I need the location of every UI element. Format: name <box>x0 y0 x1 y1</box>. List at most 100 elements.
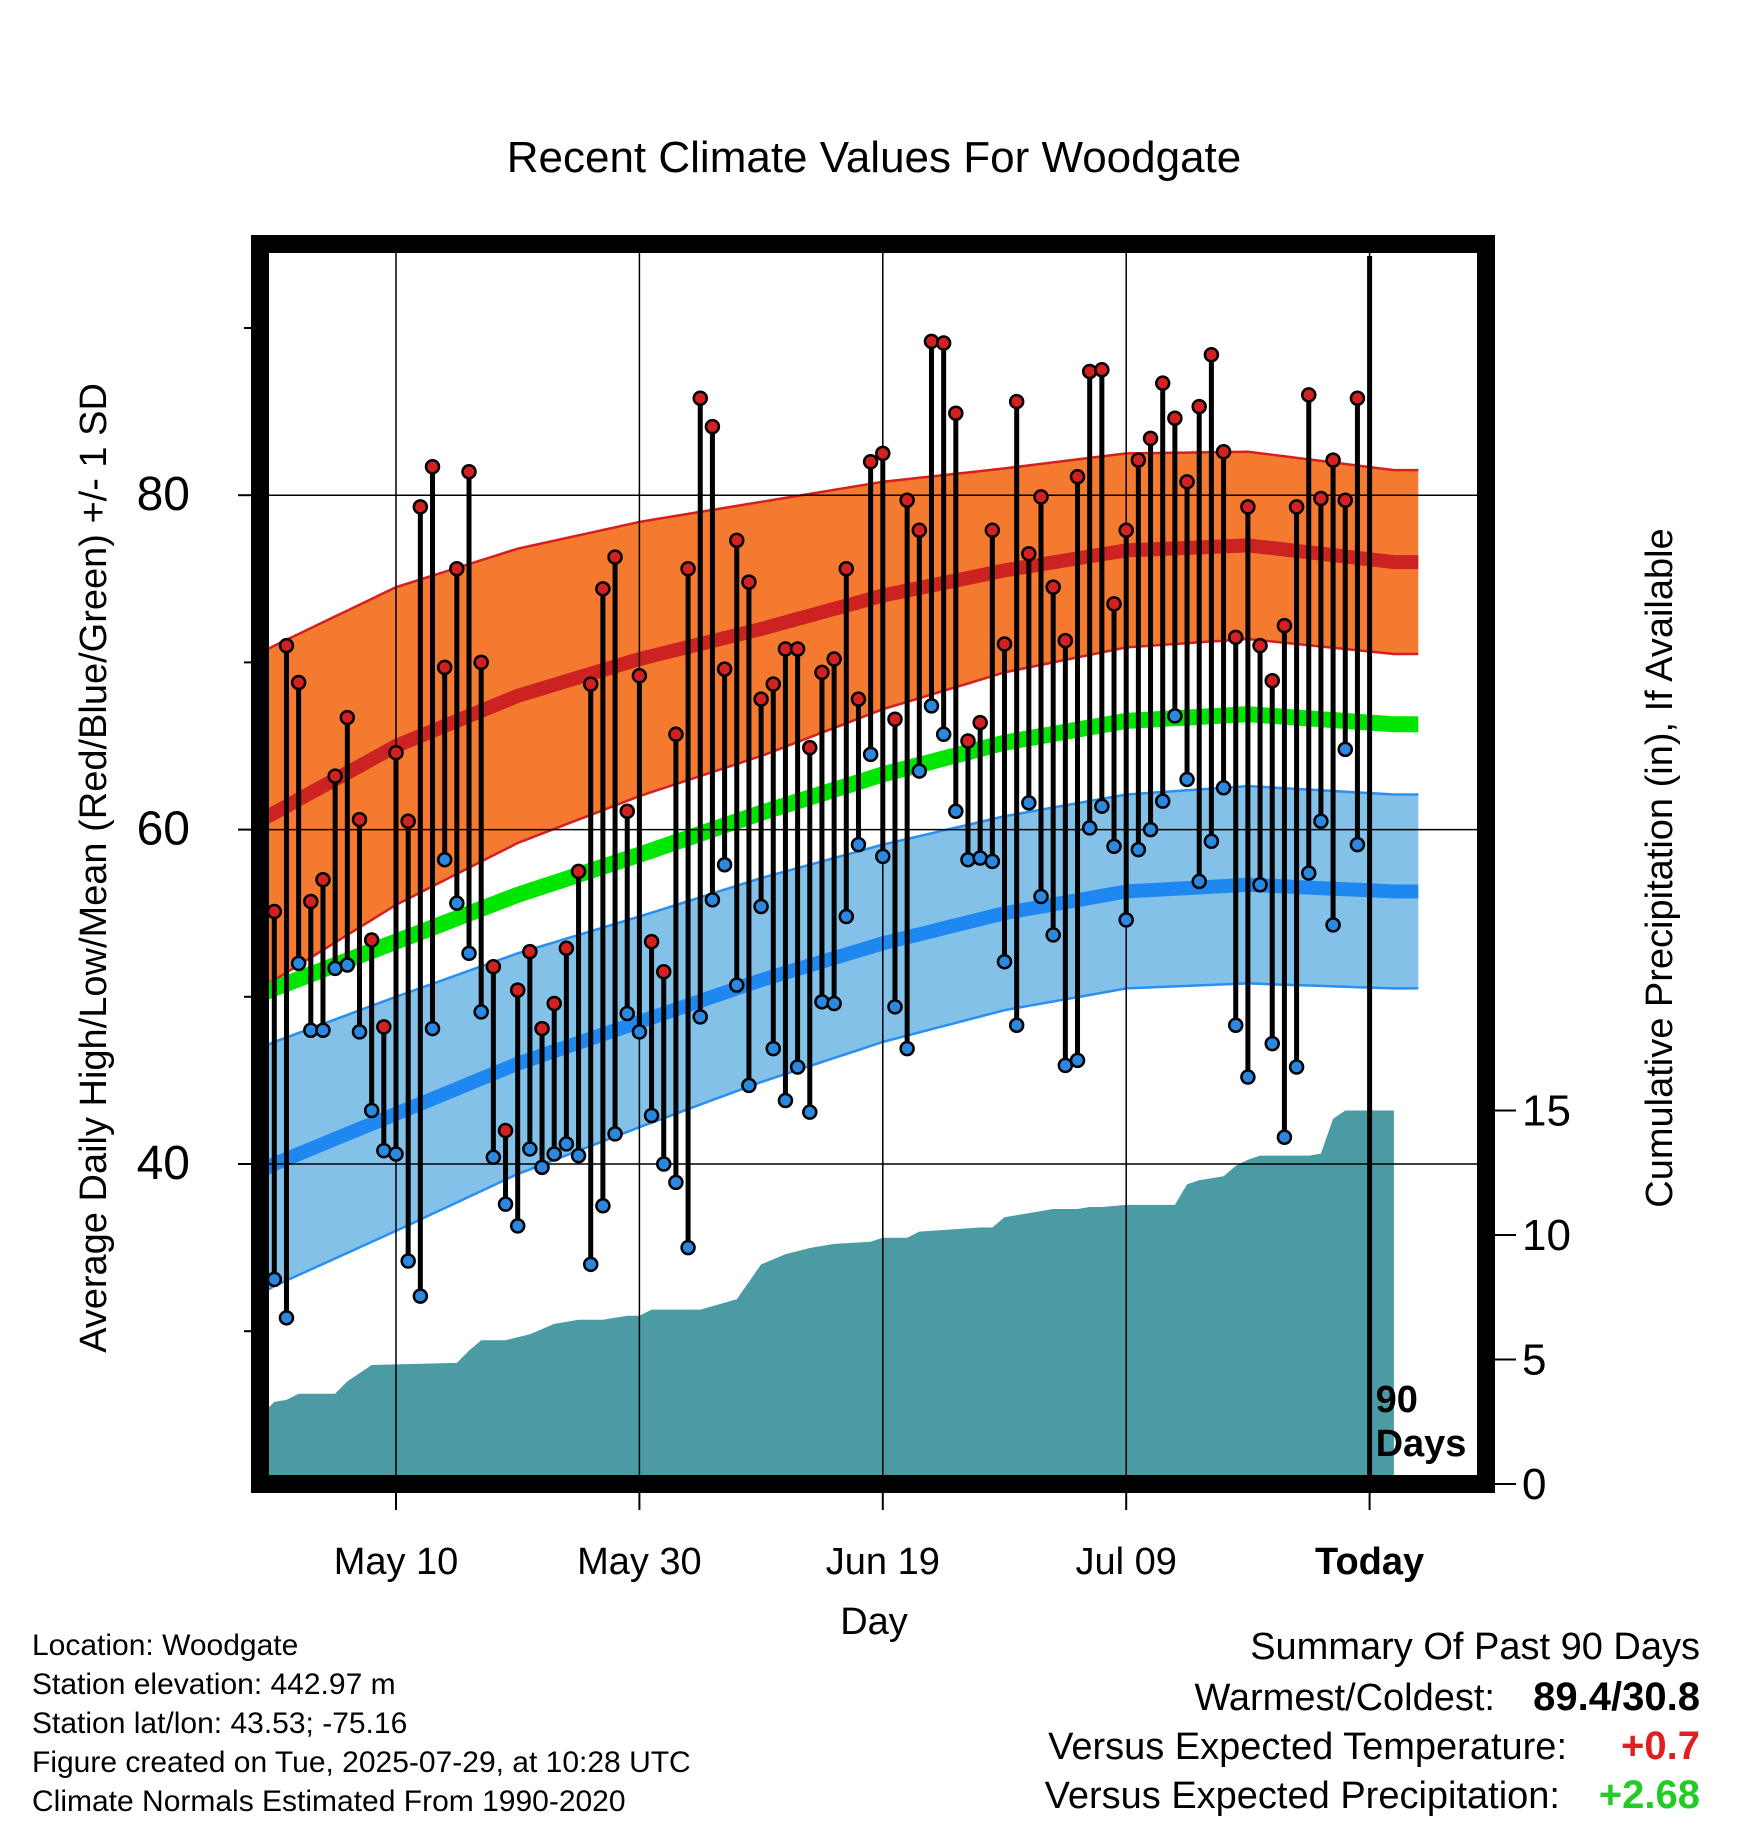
daily-high-point <box>1033 489 1049 505</box>
created-text: Figure created on Tue, 2025-07-29, at 10… <box>32 1746 691 1779</box>
daily-low-point <box>1337 741 1354 758</box>
x-tick-label: Jun 19 <box>826 1541 940 1583</box>
daily-high-point <box>1276 617 1293 634</box>
daily-high-point <box>522 943 538 960</box>
daily-high-point <box>449 561 465 577</box>
daily-low-point <box>911 763 928 779</box>
daily-low-point <box>1179 771 1195 788</box>
daily-low-point <box>765 1040 782 1057</box>
daily-low-point <box>339 957 356 973</box>
summary-title: Summary Of Past 90 Days <box>1250 1626 1700 1668</box>
daily-high-point <box>1118 522 1134 539</box>
daily-high-point <box>1045 579 1061 595</box>
daily-high-point <box>266 903 283 920</box>
daily-high-point <box>1264 673 1280 689</box>
x-tick-label: Jul 09 <box>1075 1541 1176 1583</box>
daily-low-point <box>729 977 745 993</box>
daily-low-point <box>1191 873 1207 890</box>
daily-low-point <box>582 1256 599 1273</box>
daily-high-point <box>497 1122 514 1139</box>
daily-high-point <box>1008 393 1025 410</box>
daily-high-point <box>1240 499 1256 515</box>
location-text: Location: Woodgate <box>32 1629 298 1662</box>
daily-low-point <box>449 895 465 911</box>
daily-high-point <box>643 933 660 950</box>
x-tick-label: May 30 <box>577 1541 702 1583</box>
daily-low-point <box>862 746 879 763</box>
elevation-text: Station elevation: 442.97 m <box>32 1668 396 1701</box>
daily-high-point <box>376 1019 392 1035</box>
daily-high-point <box>315 872 331 888</box>
daily-high-point <box>1349 390 1366 406</box>
daily-low-point <box>777 1092 794 1109</box>
daily-high-point <box>923 333 940 350</box>
daily-high-point <box>558 940 575 957</box>
daily-low-point <box>473 1004 489 1020</box>
latlon-text: Station lat/lon: 43.53; -75.16 <box>32 1707 407 1740</box>
daily-high-point <box>814 664 830 681</box>
daily-high-point <box>1154 375 1171 391</box>
daily-high-point <box>1191 398 1207 415</box>
daily-high-point <box>631 668 648 684</box>
daily-low-point <box>850 836 867 853</box>
y-tick-label: 80 <box>137 468 190 521</box>
daily-low-point <box>607 1126 623 1142</box>
daily-low-point <box>984 853 1001 870</box>
precip-label: Versus Expected Precipitation: <box>1045 1775 1560 1817</box>
y2-axis-label: Cumulative Precipitation (in), If Availa… <box>1639 528 1681 1207</box>
daily-low-point <box>1288 1059 1305 1075</box>
daily-low-point <box>522 1141 538 1157</box>
daily-high-point <box>1130 452 1147 468</box>
x-tick-label: May 10 <box>334 1541 459 1583</box>
daily-low-point <box>1276 1129 1293 1145</box>
precip-area <box>260 1110 1394 1484</box>
daily-high-point <box>388 744 404 761</box>
daily-high-point <box>1337 492 1354 508</box>
daily-low-point <box>570 1147 587 1164</box>
daily-high-point <box>948 405 964 422</box>
daily-high-point <box>485 958 502 975</box>
daily-high-point <box>1057 632 1074 649</box>
y-tick-label: 60 <box>137 803 190 856</box>
daily-high-point <box>899 492 915 508</box>
daily-high-point <box>534 1020 550 1037</box>
daily-low-point <box>619 1005 635 1022</box>
daily-high-point <box>436 659 453 676</box>
daily-high-point <box>960 733 976 749</box>
daily-high-point <box>972 714 988 731</box>
daily-low-point <box>546 1146 562 1162</box>
x-tick-label: Today <box>1315 1541 1424 1583</box>
daily-low-point <box>631 1024 648 1040</box>
daily-high-point <box>1313 490 1329 507</box>
daily-low-point <box>1008 1017 1025 1033</box>
daily-low-point <box>595 1198 611 1214</box>
daily-high-point <box>351 811 368 828</box>
daily-high-point <box>802 739 818 756</box>
daily-high-point <box>668 726 684 743</box>
high-normal-line <box>260 538 1419 829</box>
y2-tick-label: 5 <box>1522 1336 1546 1385</box>
daily-low-point <box>1021 795 1037 811</box>
daily-high-point <box>424 459 441 475</box>
daily-low-point <box>875 848 891 865</box>
daily-high-point <box>680 561 696 577</box>
daily-low-point <box>814 994 830 1010</box>
daily-low-point <box>1106 838 1122 855</box>
daily-high-point <box>1215 443 1232 460</box>
daily-low-point <box>351 1024 368 1040</box>
x-axis-label: Day <box>840 1601 908 1643</box>
daily-high-point <box>850 691 867 707</box>
daily-low-point <box>655 1156 672 1172</box>
daily-low-point <box>899 1040 915 1057</box>
today-days-label: Days <box>1376 1423 1467 1465</box>
daily-high-point <box>1081 363 1098 380</box>
daily-low-point <box>716 856 733 873</box>
daily-low-point <box>290 955 307 972</box>
daily-low-point <box>1154 793 1171 809</box>
daily-high-point <box>1252 637 1268 654</box>
daily-low-point <box>680 1239 696 1256</box>
daily-low-point <box>461 945 477 962</box>
daily-high-point <box>595 581 611 597</box>
